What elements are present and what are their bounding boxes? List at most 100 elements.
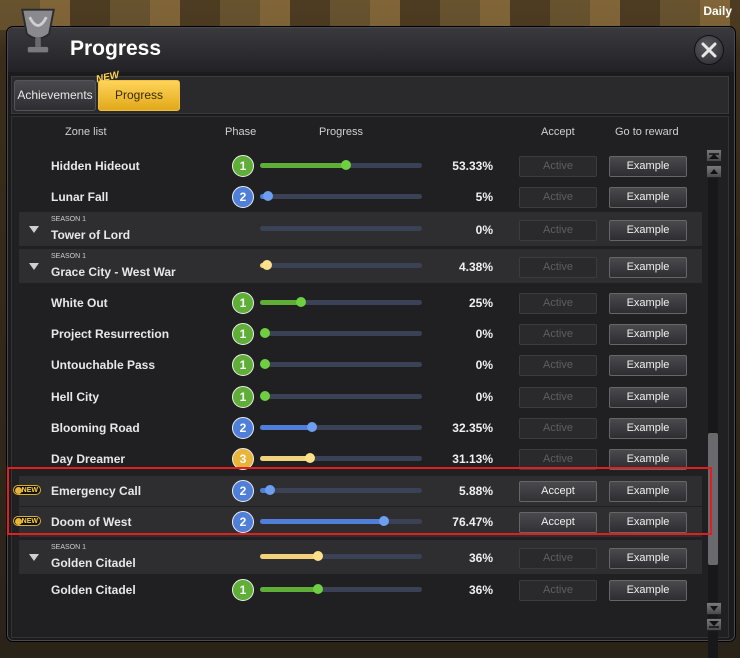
triangle-down-icon[interactable] (29, 554, 39, 561)
scroll-bottom-button[interactable] (706, 618, 722, 631)
season-row[interactable]: SEASON 1 Grace City - West War 4.38% Active… (19, 249, 702, 283)
phase-badge: 1 (232, 386, 254, 408)
go-to-reward-button[interactable]: Example (609, 481, 687, 502)
phase-badge: 2 (232, 186, 254, 208)
go-to-reward-button[interactable]: Example (609, 548, 687, 569)
accept-button: Active (519, 449, 597, 470)
progress-percent: 36% (468, 551, 493, 565)
progress-percent: 0% (475, 390, 493, 404)
zone-list-panel: Zone list Phase Progress Accept Go to re… (11, 116, 729, 638)
triangle-down-icon[interactable] (29, 226, 39, 233)
go-to-reward-button[interactable]: Example (609, 387, 687, 408)
go-to-reward-button[interactable]: Example (609, 512, 687, 533)
col-progress: Progress (319, 126, 364, 138)
go-to-reward-button[interactable]: Example (609, 293, 687, 314)
scrollbar-thumb[interactable] (708, 433, 718, 565)
title-bar: Progress (8, 28, 734, 72)
scroll-up-button[interactable] (706, 165, 722, 178)
scroll-top-icon (709, 153, 719, 159)
progress-knob (378, 516, 389, 526)
phase-badge: 2 (232, 480, 254, 502)
tab-achievements[interactable]: Achievements (14, 80, 96, 111)
scrollbar-track[interactable] (708, 178, 718, 658)
go-to-reward-button[interactable]: Example (609, 580, 687, 601)
progress-knob (313, 551, 324, 561)
progress-bar (260, 359, 422, 369)
progress-percent: 31.13% (452, 452, 493, 466)
progress-percent: 32.35% (452, 421, 493, 435)
season-row[interactable]: SEASON 1 Golden Citadel 36% Active Example (19, 540, 702, 574)
progress-bar (260, 191, 422, 201)
progress-percent: 25% (468, 296, 493, 310)
zone-name: Golden Citadel (51, 583, 136, 597)
accept-button: Active (519, 187, 597, 208)
col-phase: Phase (225, 126, 257, 138)
progress-bar (260, 453, 422, 463)
close-button[interactable] (694, 35, 724, 65)
phase-badge: 2 (232, 511, 254, 533)
tab-progress[interactable]: Progress (98, 80, 180, 111)
daily-label[interactable]: Daily (703, 4, 732, 18)
progress-fill (260, 163, 347, 168)
zone-name: Project Resurrection (51, 327, 170, 341)
accept-button: Active (519, 257, 597, 278)
highlight-new-zones (7, 467, 712, 535)
go-to-reward-button[interactable]: Example (609, 187, 687, 208)
progress-fill (260, 587, 319, 592)
season-row[interactable]: SEASON 1 Tower of Lord 0% Active Example (19, 212, 702, 246)
progress-bar (260, 328, 422, 338)
zone-name: Untouchable Pass (51, 358, 156, 372)
col-go-to-reward: Go to reward (615, 126, 679, 138)
phase-badge: 3 (232, 448, 254, 470)
scroll-down-icon (710, 606, 718, 611)
go-to-reward-button[interactable]: Example (609, 418, 687, 439)
accept-button: Active (519, 220, 597, 241)
scroll-top-button[interactable] (706, 149, 722, 162)
scroll-bottom-icon (709, 621, 719, 628)
accept-button[interactable]: Accept (519, 481, 597, 502)
triangle-down-icon[interactable] (29, 263, 39, 270)
accept-button: Active (519, 324, 597, 345)
accept-button[interactable]: Accept (519, 512, 597, 533)
zone-row: Blooming Road 2 32.35% Active Example (19, 413, 702, 443)
zone-row: White Out 1 25% Active Example (19, 288, 702, 318)
phase-badge: 1 (232, 292, 254, 314)
season-label: SEASON 1 (51, 216, 87, 223)
progress-knob (260, 328, 270, 338)
progress-knob (307, 422, 318, 432)
go-to-reward-button[interactable]: Example (609, 449, 687, 470)
zone-row: Project Resurrection 1 0% Active Example (19, 319, 702, 349)
go-to-reward-button[interactable]: Example (609, 324, 687, 345)
new-badge-icon: NEW (13, 516, 41, 526)
go-to-reward-button[interactable]: Example (609, 355, 687, 376)
go-to-reward-button[interactable]: Example (609, 220, 687, 241)
column-header: Zone list Phase Progress Accept Go to re… (12, 117, 728, 147)
progress-bar (260, 297, 422, 307)
go-to-reward-button[interactable]: Example (609, 257, 687, 278)
progress-fill (260, 456, 311, 461)
col-accept: Accept (541, 126, 575, 138)
zone-name: Hidden Hideout (51, 159, 140, 173)
progress-fill (260, 425, 313, 430)
progress-bar (260, 516, 422, 526)
zone-name: Tower of Lord (51, 228, 131, 242)
col-zone-list: Zone list (65, 126, 107, 138)
season-label: SEASON 1 (51, 544, 87, 551)
progress-fill (260, 519, 384, 524)
season-label: SEASON 1 (51, 253, 87, 260)
phase-badge: 1 (232, 579, 254, 601)
progress-bar (260, 485, 422, 495)
go-to-reward-button[interactable]: Example (609, 156, 687, 177)
zone-row: NEW Emergency Call 2 5.88% Accept Example (13, 476, 702, 506)
progress-percent: 0% (475, 223, 493, 237)
progress-percent: 5.88% (458, 484, 493, 498)
scroll-down-button[interactable] (706, 602, 722, 615)
accept-button: Active (519, 387, 597, 408)
progress-bar (260, 226, 422, 231)
zone-name: Hell City (51, 390, 100, 404)
accept-button: Active (519, 418, 597, 439)
progress-fill (260, 554, 319, 559)
phase-badge: 1 (232, 323, 254, 345)
progress-bar (260, 260, 422, 270)
progress-knob (313, 584, 324, 594)
